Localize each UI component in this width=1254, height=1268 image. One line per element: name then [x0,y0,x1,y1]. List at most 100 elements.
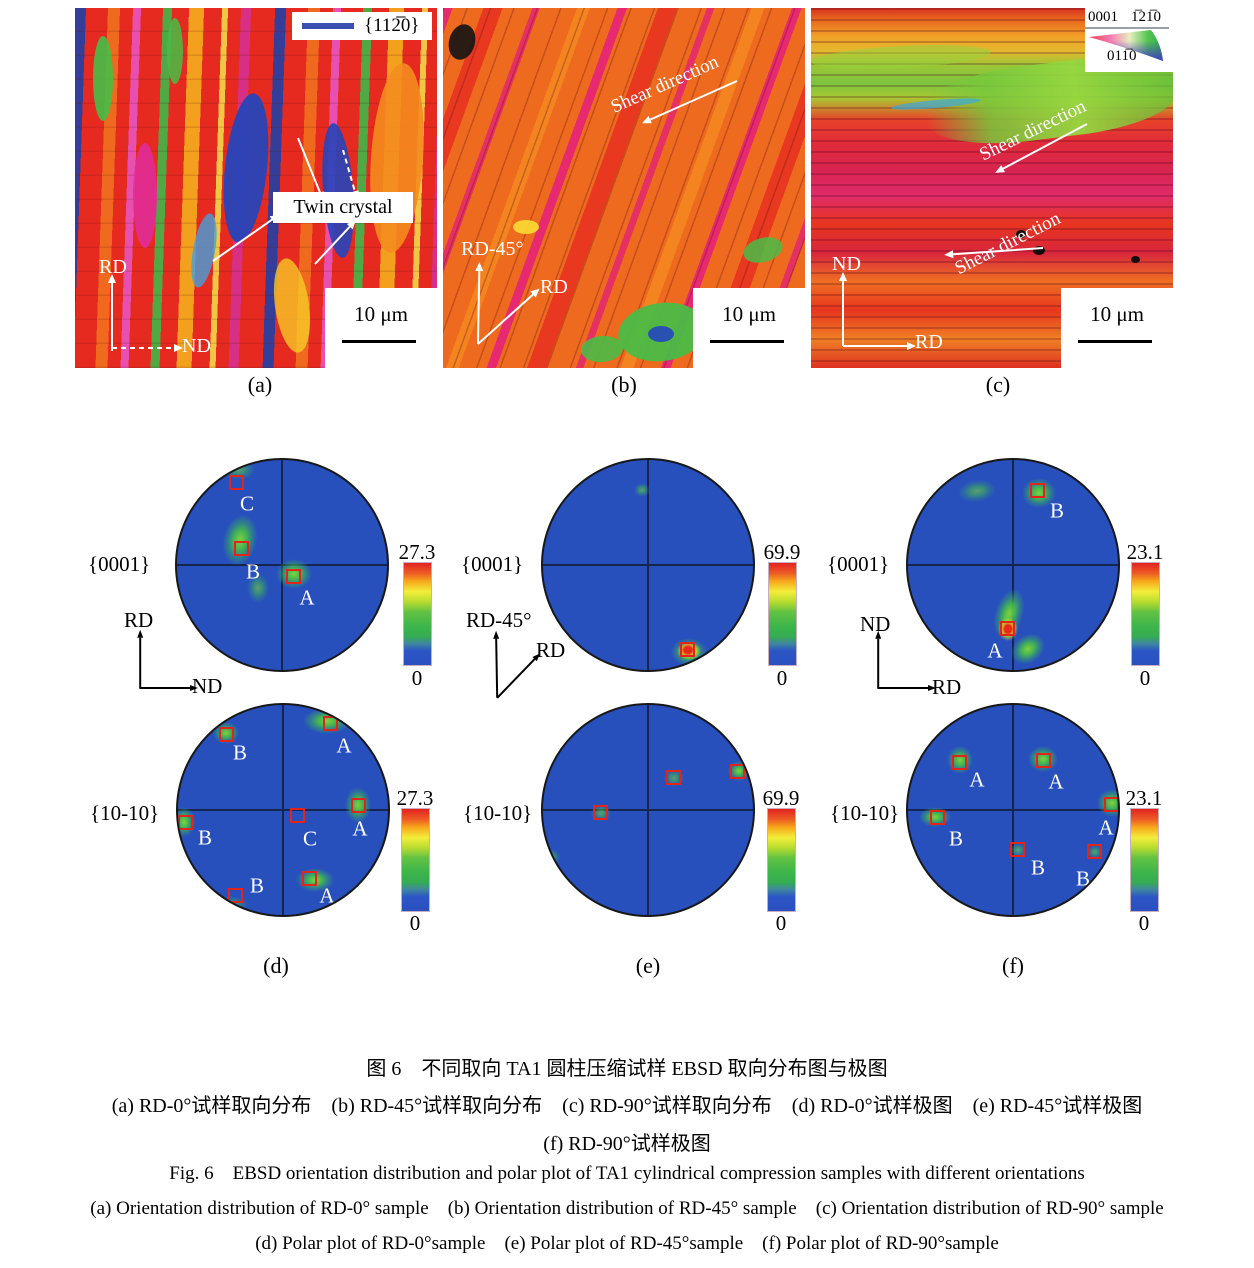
pole-marker [323,716,338,731]
pole-marker-label: B [197,825,213,850]
pole-axis-rd-label: RD [124,608,154,632]
pole-marker-label: B [1049,498,1065,523]
pole-marker [680,642,695,657]
ebsd-map-panel-c: Shear direction Shear direction ND RD 00… [811,8,1173,368]
pole-axis-rd45-label: RD-45° [466,608,532,632]
intensity-blob [956,477,998,505]
pole-marker [351,798,366,813]
pole-label-e: (e) [635,953,661,978]
intensity-blob [634,483,650,497]
pole-figure-d-0001: C B A [175,458,389,672]
pole-crosshair [908,564,1118,566]
nd-axis-arrow [112,347,174,349]
pole-figure-d-1010: A B B C A A B [176,703,390,917]
colorbar-max: 69.9 [762,786,800,810]
pole-marker-label: B [232,740,248,765]
pole-axis-arrow-right [878,687,928,689]
intensity-blob [247,573,269,603]
panel-label-c: (c) [985,372,1011,397]
grain-decor [167,18,183,84]
phase-legend-line-icon [302,23,354,29]
ipf-color-key: 0001 1̅21̅0 [1085,8,1173,72]
panel-label-b: (b) [611,372,637,397]
pole-marker [229,475,244,490]
intensity-blob [543,849,560,865]
pole-axis-rd-label: RD [932,675,962,699]
caption-zh-title: 图 6 不同取向 TA1 圆柱压缩试样 EBSD 取向分布图与极图 [366,1058,888,1080]
pole-marker [1010,842,1025,857]
ipf-key-divider [1085,27,1169,29]
colorbar [768,562,797,666]
colorbar-min: 0 [775,911,787,935]
colorbar [403,562,432,666]
grain-decor [1131,256,1140,263]
intensity-blob [276,559,312,589]
pole-figure-e-1010 [541,703,755,917]
pole-crosshair [178,809,388,811]
pole-marker [666,770,681,785]
pole-axis-rd-label: RD [536,638,566,662]
colorbar-min: 0 [776,666,788,690]
pole-axis-arrow-up [495,638,498,698]
colorbar [767,808,796,912]
pole-marker-label: A [969,767,985,792]
plane-label-prism: {10-10} [463,801,533,825]
plane-label-prism: {10-10} [90,801,160,825]
pole-marker-label: B [245,559,261,584]
pole-crosshair [543,809,753,811]
pole-marker [930,810,945,825]
scale-bar-line [1078,340,1152,343]
pole-marker-label: C [239,491,255,516]
rd-axis-label: RD [915,331,943,353]
rd-axis-arrow [111,283,113,351]
pole-figure-e-0001 [541,458,755,672]
pole-marker [234,541,249,556]
pole-marker-label: A [336,733,352,758]
rd-axis-label: RD [540,276,568,298]
pole-marker [1030,483,1045,498]
grain-decor [513,220,539,234]
rd-axis-label: RD [99,256,127,278]
pole-marker [1036,753,1051,768]
pole-marker [228,888,243,903]
scale-bar-box: 10 μm [325,288,437,368]
grain-decor [133,143,157,248]
pole-marker [1000,621,1015,636]
pole-label-d: (d) [263,953,289,978]
pole-marker [952,755,967,770]
panel-label-a: (a) [247,372,273,397]
colorbar [401,808,430,912]
pole-marker-label: A [319,883,335,908]
colorbar-max: 69.9 [763,540,801,564]
colorbar-max: 23.1 [1125,786,1163,810]
colorbar-min: 0 [1139,666,1151,690]
phase-legend-label: {112̅0} [364,15,420,36]
pole-marker-label: A [1048,769,1064,794]
caption-zh-sub2: (f) RD-90°试样极图 [543,1133,711,1155]
plane-label-prism: {10-10} [830,801,900,825]
pole-marker [302,871,317,886]
scale-bar-label: 10 μm [722,302,776,326]
pole-axis-arrow-right [140,687,190,689]
scale-bar-label: 10 μm [354,302,408,326]
scale-bar-label: 10 μm [1090,302,1144,326]
pole-marker [730,764,745,779]
colorbar-max: 27.3 [396,786,434,810]
scale-bar-box: 10 μm [1061,288,1173,368]
pole-marker-label: A [1098,815,1114,840]
pole-crosshair [543,564,753,566]
pole-marker-label: A [299,585,315,610]
pole-axis-arrow-diag [496,658,536,699]
pole-marker-label: B [1030,855,1046,880]
pole-figure-f-0001: B A [906,458,1120,672]
pole-marker-label: B [249,873,265,898]
colorbar-min: 0 [411,666,423,690]
intensity-blob [212,896,248,914]
pole-axis-arrow-up [139,637,141,689]
ipf-pole-0001: 0001 [1088,9,1118,25]
grain-decor [1033,246,1045,255]
scale-bar-line [710,340,784,343]
pole-marker [286,569,301,584]
plane-label-basal: {0001} [827,552,890,576]
